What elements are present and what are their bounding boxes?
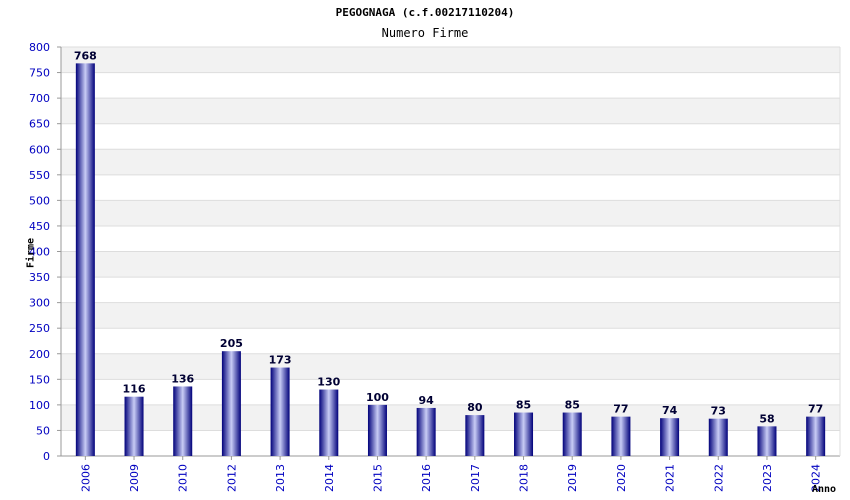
x-tick-label: 2022 [712,464,725,492]
x-tick-label: 2017 [469,464,482,492]
y-tick-label: 200 [29,348,50,361]
bar-value-label: 173 [269,354,292,367]
grid-band [61,251,840,278]
grid-band [61,302,840,329]
bar-value-label: 768 [74,49,97,62]
y-tick-label: 300 [29,297,50,310]
x-tick-label: 2018 [518,464,531,492]
x-tick-label: 2012 [225,464,238,492]
grid-band [61,47,840,73]
bar [416,407,436,456]
y-tick-label: 750 [29,67,50,80]
y-tick-label: 450 [29,220,50,233]
bar [562,412,582,456]
y-tick-label: 800 [29,41,50,54]
bar [757,426,777,456]
y-tick-label: 100 [29,399,50,412]
y-tick-label: 400 [29,246,50,259]
grid-band [61,149,840,175]
bar [173,386,193,456]
y-tick-label: 250 [29,322,50,335]
x-tick-label: 2010 [177,464,190,492]
y-tick-label: 600 [29,143,50,156]
x-tick-label: 2015 [371,464,384,492]
bar-value-label: 94 [419,394,435,407]
y-tick-label: 50 [36,424,50,437]
y-tick-label: 0 [43,450,50,463]
x-tick-label: 2009 [128,464,141,492]
x-tick-label: 2013 [274,464,287,492]
bar-value-label: 80 [467,401,483,414]
bar [319,389,339,456]
bar-value-label: 130 [317,376,340,389]
x-tick-label: 2014 [323,464,336,492]
x-axis-label: Anno [812,484,837,495]
bar [124,396,144,456]
bar-value-label: 77 [613,403,628,416]
bar [806,416,826,456]
grid-band [61,353,840,380]
x-tick-label: 2020 [615,464,628,492]
bar-value-label: 58 [759,412,774,425]
bar [270,367,290,456]
x-tick-label: 2006 [79,464,92,492]
x-tick-label: 2021 [664,464,677,492]
bar-value-label: 85 [565,399,580,412]
y-tick-label: 650 [29,118,50,131]
y-tick-label: 700 [29,92,50,105]
y-tick-label: 350 [29,271,50,284]
bar-value-label: 116 [123,383,146,396]
chart-subtitle: Numero Firme [381,26,469,40]
bar-value-label: 100 [366,391,389,404]
bar [367,404,387,456]
bar [221,351,241,456]
x-tick-label: 2024 [810,464,823,492]
chart-title: PEGOGNAGA (c.f.00217110204) [335,6,515,19]
y-axis-label: Firme [25,237,37,269]
y-tick-label: 150 [29,373,50,386]
bar [465,415,485,456]
x-tick-label: 2023 [761,464,774,492]
bar [75,63,95,457]
bar [660,418,680,456]
bar-value-label: 77 [808,403,823,416]
x-tick-label: 2016 [420,464,433,492]
bar [708,418,728,456]
y-tick-label: 550 [29,169,50,182]
bar-value-label: 205 [220,337,243,350]
bar-value-label: 73 [711,405,726,418]
bar-value-label: 136 [171,372,194,385]
grid-band [61,98,840,124]
bar [514,412,534,456]
bar [611,416,631,456]
bar-value-label: 85 [516,399,531,412]
y-tick-label: 500 [29,194,50,207]
bar-value-label: 74 [662,404,678,417]
grid-band [61,200,840,226]
x-tick-label: 2019 [566,464,579,492]
